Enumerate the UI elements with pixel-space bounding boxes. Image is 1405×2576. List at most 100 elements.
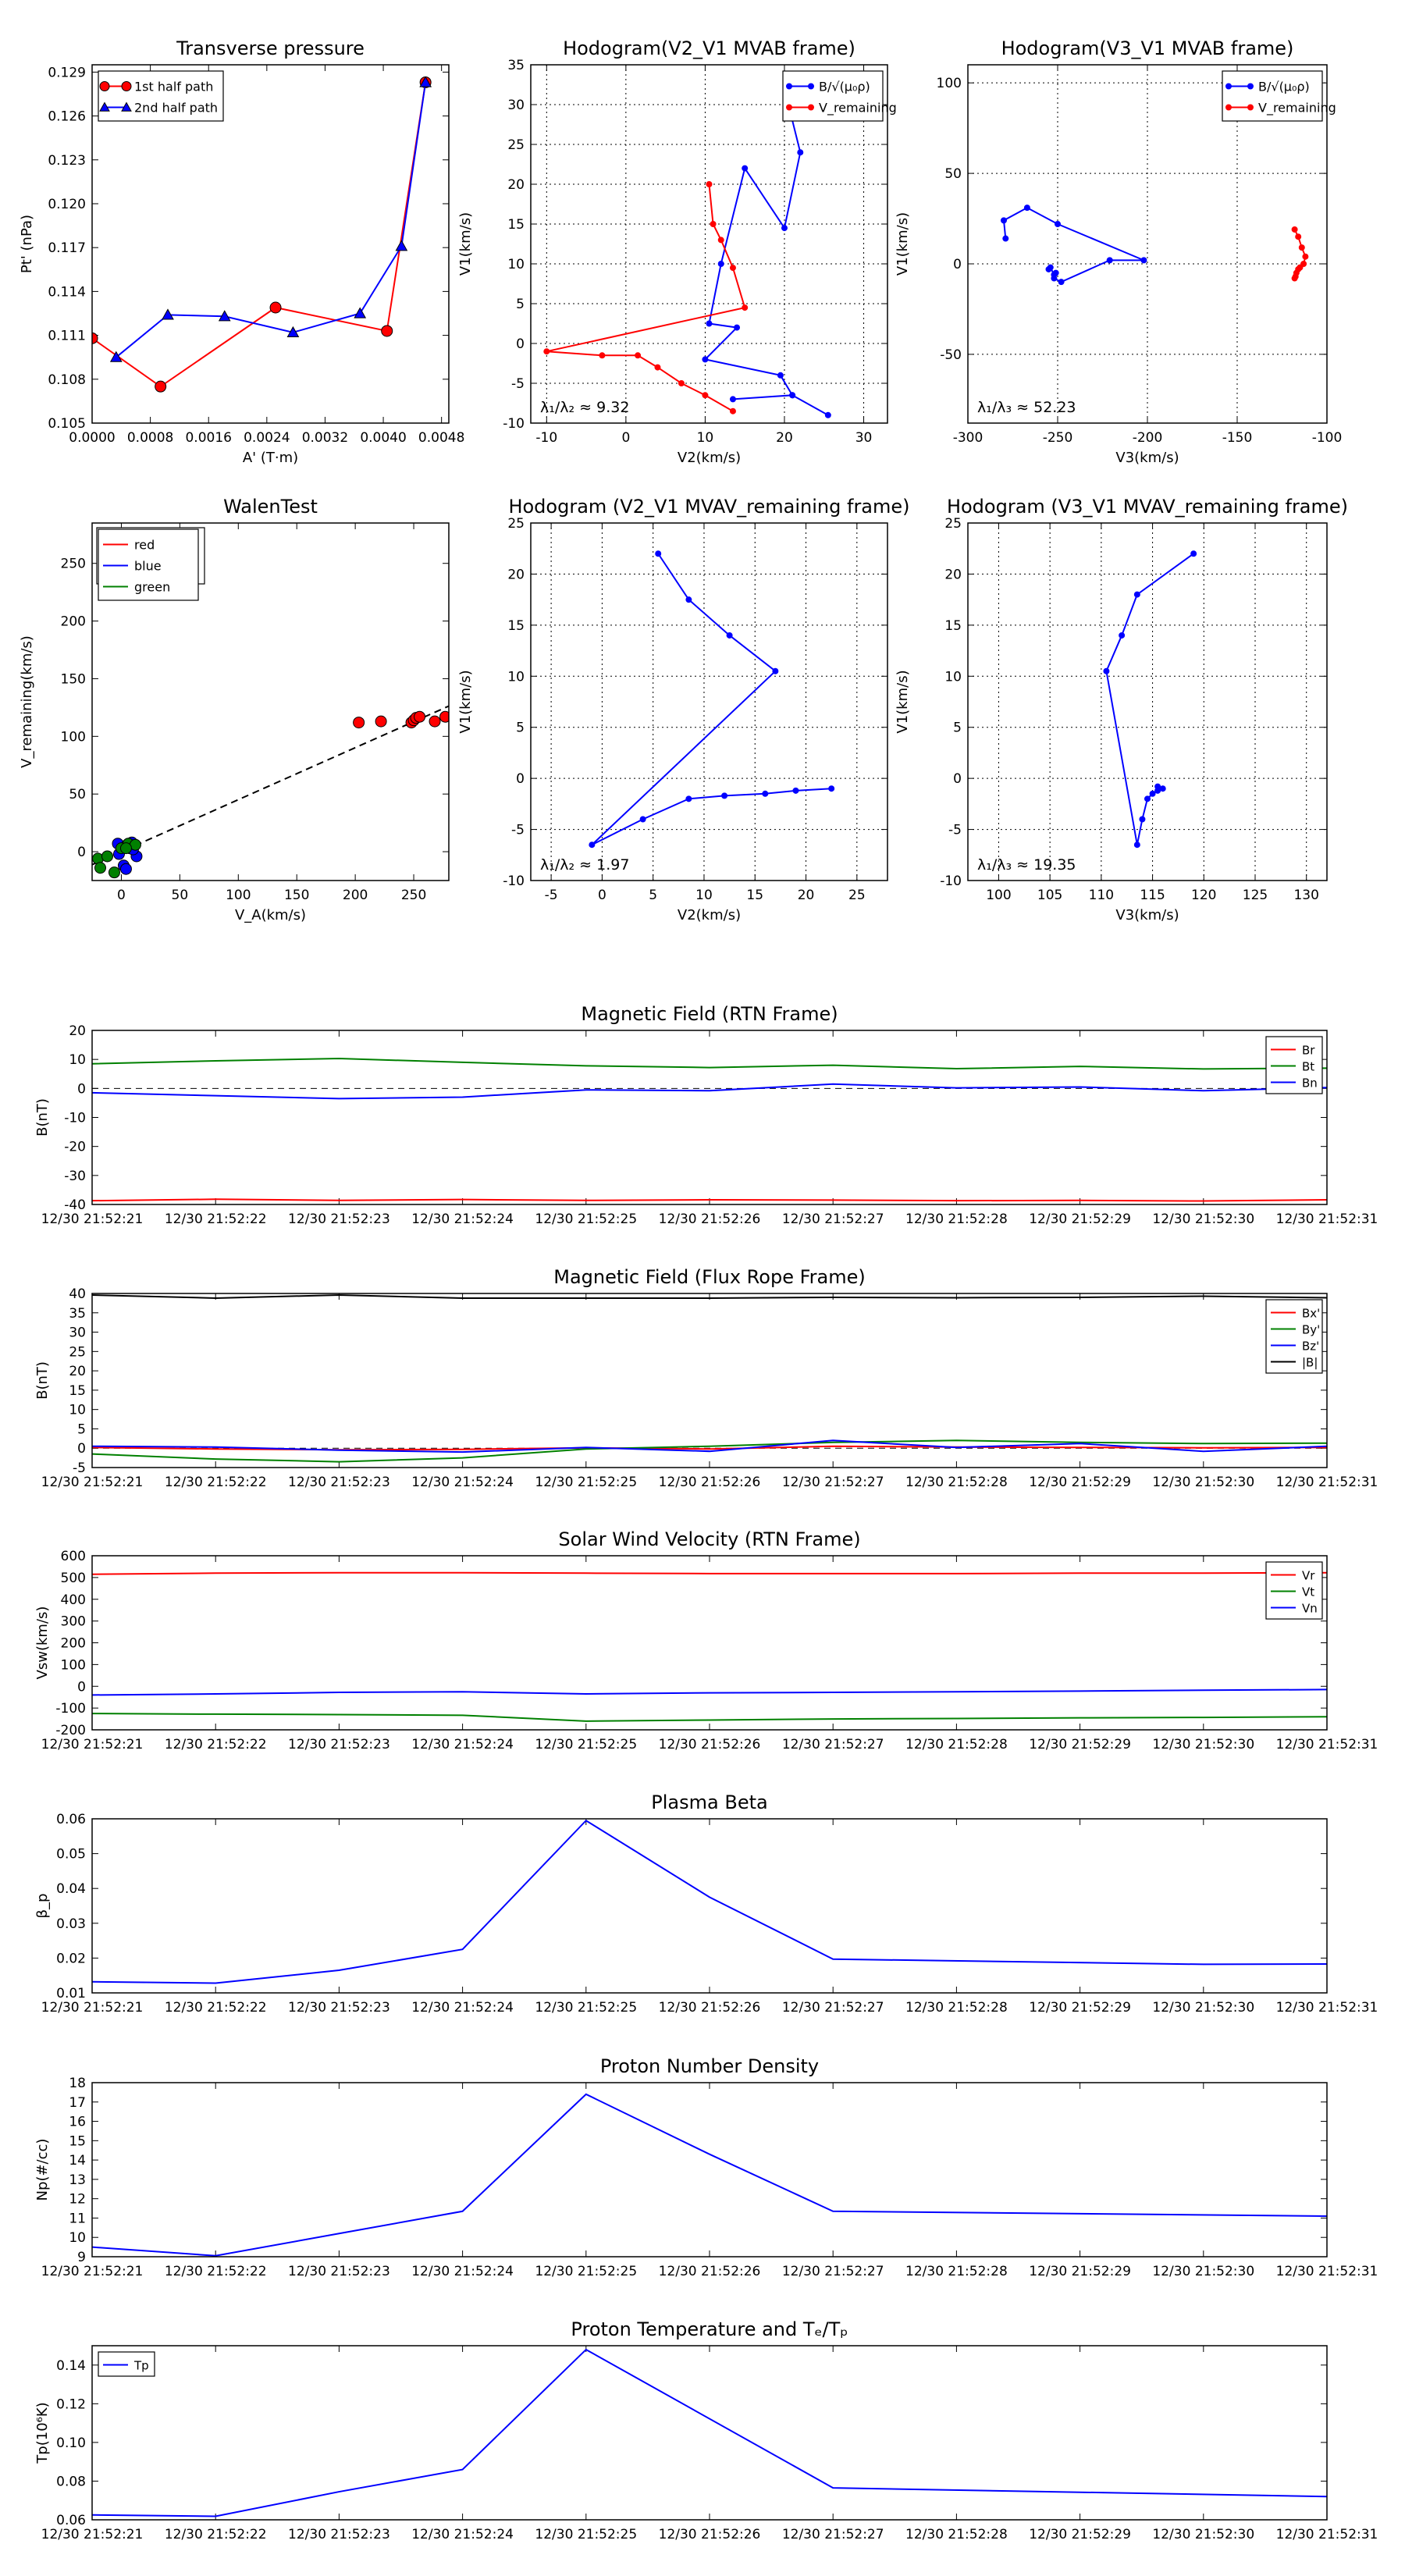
x-tick-label: 12/30 21:52:30 xyxy=(1152,1212,1254,1227)
data-point xyxy=(777,372,784,379)
y-tick-label: 13 xyxy=(69,2172,86,2188)
y-tick-label: 30 xyxy=(69,1325,86,1341)
legend-marker xyxy=(1247,83,1254,90)
legend-marker xyxy=(99,101,110,112)
series-line-B xyxy=(1105,553,1194,845)
y-tick-label: 15 xyxy=(507,217,525,233)
series-line-B/√(μ₀ρ) xyxy=(1002,207,1144,283)
y-tick-label: 0.111 xyxy=(48,329,86,344)
x-tick-label: 12/30 21:52:28 xyxy=(905,2000,1008,2016)
y-tick-label: 150 xyxy=(61,671,86,687)
y-tick-label: 30 xyxy=(507,98,525,113)
x-tick-label: 100 xyxy=(986,888,1011,903)
chart-title: Hodogram (V3_V1 MVAV_remaining frame) xyxy=(947,496,1348,518)
series-line-2nd half path xyxy=(116,82,427,358)
chart-title: Proton Number Density xyxy=(600,2055,819,2077)
y-tick-label: 0.08 xyxy=(56,2474,86,2489)
y-tick-label: 9 xyxy=(77,2250,86,2265)
y-tick-label: 5 xyxy=(77,1421,86,1437)
x-tick-label: 12/30 21:52:29 xyxy=(1029,1212,1131,1227)
data-point xyxy=(654,364,661,371)
y-tick-label: 20 xyxy=(507,177,525,193)
y-tick-label: 200 xyxy=(61,1636,86,1652)
data-point xyxy=(1295,233,1302,240)
x-tick-label: 12/30 21:52:31 xyxy=(1276,2264,1378,2279)
x-tick-label: 0.0016 xyxy=(185,430,231,446)
y-tick-label: 100 xyxy=(61,1657,86,1673)
data-point xyxy=(92,332,98,344)
data-point xyxy=(1291,275,1298,282)
x-tick-label: 12/30 21:52:25 xyxy=(535,2527,637,2542)
x-axis-label: V_A(km/s) xyxy=(235,907,306,923)
legend-box xyxy=(782,70,884,122)
y-tick-label: 0.10 xyxy=(56,2435,86,2451)
y-axis-label: B(nT) xyxy=(34,1361,51,1400)
y-tick-label: -200 xyxy=(55,1723,86,1738)
data-point xyxy=(286,326,300,337)
legend-marker xyxy=(786,104,792,111)
data-point xyxy=(439,710,449,723)
axes-frame xyxy=(530,522,888,881)
x-tick-label: 12/30 21:52:27 xyxy=(782,1475,884,1490)
chart-title: Proton Temperature and Tₑ/Tₚ xyxy=(571,2318,848,2340)
data-point xyxy=(1302,253,1309,260)
y-tick-label: 0.12 xyxy=(56,2396,86,2412)
y-tick-label: 0 xyxy=(77,1081,86,1097)
x-tick-label: 200 xyxy=(343,888,368,903)
legend-label: Bt xyxy=(1302,1060,1314,1074)
y-tick-label: -10 xyxy=(940,873,962,889)
x-tick-label: 12/30 21:52:29 xyxy=(1029,2264,1131,2279)
data-point xyxy=(635,352,642,359)
x-tick-label: 12/30 21:52:25 xyxy=(535,1737,637,1752)
data-point xyxy=(1001,217,1007,224)
legend-label: Bz' xyxy=(1302,1340,1319,1354)
x-tick-label: 12/30 21:52:28 xyxy=(905,1737,1008,1752)
chart-title: WalenTest xyxy=(223,496,318,518)
series-line-Bz' xyxy=(92,1439,1327,1453)
y-tick-label: 50 xyxy=(944,166,962,182)
x-tick-label: 12/30 21:52:30 xyxy=(1152,2527,1254,2542)
data-point xyxy=(429,715,441,728)
y-tick-label: 10 xyxy=(69,1403,86,1418)
legend-label: blue xyxy=(134,559,162,574)
x-tick-label: 12/30 21:52:26 xyxy=(659,1475,761,1490)
chart-walen_test: WalenTest 0 50 100 150 200 250 0 50 100 150 200 250 V… xyxy=(19,496,450,923)
y-tick-label: 14 xyxy=(69,2153,86,2169)
data-point xyxy=(1002,235,1009,242)
x-tick-label: 250 xyxy=(401,888,426,903)
y-tick-label: 0 xyxy=(953,257,962,272)
data-point xyxy=(717,261,724,267)
x-tick-label: 12/30 21:52:21 xyxy=(41,2527,144,2542)
data-point xyxy=(710,221,717,227)
data-layer xyxy=(92,1819,1327,1984)
x-tick-label: 12/30 21:52:24 xyxy=(411,1737,514,1752)
data-point xyxy=(109,350,123,362)
data-point xyxy=(1190,550,1197,557)
data-point xyxy=(1139,816,1146,823)
data-point xyxy=(155,380,167,393)
chart-hodo_v3v1_mvav: Hodogram (V3_V1 MVAV_remaining frame) 100… xyxy=(895,496,1348,923)
x-tick-label: -250 xyxy=(1043,430,1073,446)
chart-title: Hodogram(V3_V1 MVAB frame) xyxy=(1001,37,1294,59)
x-tick-label: 12/30 21:52:26 xyxy=(659,1212,761,1227)
y-tick-label: 0 xyxy=(516,771,525,787)
axes-frame xyxy=(91,1293,1328,1468)
y-tick-label: 15 xyxy=(944,618,962,634)
data-point xyxy=(1055,221,1061,227)
data-point xyxy=(729,265,736,272)
x-tick-label: 12/30 21:52:21 xyxy=(41,1475,144,1490)
data-point xyxy=(781,225,788,232)
y-tick-label: 15 xyxy=(507,618,525,634)
y-tick-label: 25 xyxy=(507,137,525,153)
x-tick-label: 12/30 21:52:26 xyxy=(659,2264,761,2279)
data-layer xyxy=(1103,550,1197,849)
data-point xyxy=(721,792,728,799)
legend-label: B/√(μ₀ρ) xyxy=(819,80,870,94)
legend-box xyxy=(98,70,224,122)
data-point xyxy=(414,710,426,723)
x-tick-label: 0 xyxy=(621,430,630,446)
x-tick-label: 12/30 21:52:27 xyxy=(782,1737,884,1752)
y-tick-label: 25 xyxy=(69,1344,86,1360)
x-tick-label: 10 xyxy=(697,430,714,446)
axes-frame xyxy=(91,64,450,424)
